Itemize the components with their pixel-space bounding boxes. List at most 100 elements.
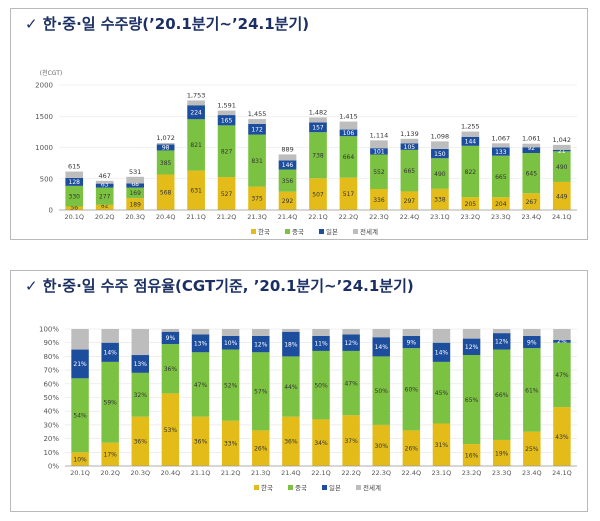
x-tick-label: 24.1Q [552, 213, 572, 221]
total-label: 1,455 [248, 110, 267, 118]
legend-label: 중국 [292, 228, 304, 236]
bar-segment-전세계 [339, 121, 358, 130]
data-label: 16% [465, 452, 479, 459]
data-label: 338 [434, 197, 446, 204]
bar-segment-전세계 [492, 329, 511, 334]
bar-segment-일본 [65, 177, 84, 186]
bar-segment-일본 [278, 160, 297, 170]
data-label: 336 [373, 197, 385, 204]
bar-segment-일본 [492, 333, 511, 350]
bar-segment-전세계 [71, 329, 89, 350]
bar-segment-일본 [553, 339, 571, 343]
data-label: 12% [344, 340, 358, 347]
bar-segment-중국 [553, 342, 571, 408]
bar-segment-전세계 [491, 143, 510, 148]
bar-segment-한국 [95, 204, 114, 210]
x-tick-label: 22.4Q [402, 469, 422, 477]
x-tick-label: 22.1Q [308, 213, 328, 221]
data-label: 50% [375, 388, 389, 395]
bar-segment-한국 [492, 439, 511, 466]
data-label: 267 [526, 199, 538, 206]
bar-segment-한국 [248, 186, 266, 210]
bar-segment-일본 [71, 349, 89, 379]
data-label: 36% [194, 439, 208, 446]
bar-segment-전세계 [431, 141, 449, 149]
y-tick-label: 0% [48, 463, 59, 471]
data-label: 385 [160, 160, 172, 167]
bar-segment-일본 [491, 147, 510, 156]
data-label: 2% [557, 338, 567, 345]
bar-segment-전세계 [191, 329, 210, 335]
data-label: 47% [555, 372, 569, 379]
x-tick-label: 21.3Q [251, 469, 271, 477]
legend-swatch [288, 485, 293, 490]
legend-label: 전세계 [360, 227, 378, 236]
data-label: 827 [221, 149, 233, 156]
total-label: 1,139 [400, 130, 419, 138]
y-tick-label: 50% [43, 394, 59, 402]
data-label: 665 [404, 168, 416, 175]
y-tick-label: 500 [40, 175, 53, 183]
x-tick-label: 23.4Q [521, 213, 541, 221]
data-label: 44% [284, 384, 298, 391]
bar-segment-중국 [221, 349, 240, 421]
bar-segment-전세계 [161, 329, 180, 332]
data-label: 12% [465, 344, 479, 351]
legend-swatch [254, 485, 259, 490]
bar-segment-중국 [191, 352, 210, 417]
bar-segment-중국 [71, 378, 89, 453]
bar-segment-중국 [400, 149, 419, 192]
x-tick-label: 23.3Q [492, 469, 512, 477]
bar-segment-한국 [491, 197, 510, 210]
y-tick-label: 30% [43, 421, 59, 429]
bar-segment-한국 [252, 430, 270, 466]
data-label: 32% [134, 392, 148, 399]
x-tick-label: 21.1Q [191, 469, 211, 477]
x-tick-label: 20.2Q [100, 469, 120, 477]
data-label: 12% [495, 339, 509, 346]
bar-segment-일본 [339, 129, 358, 137]
bar-segment-전세계 [278, 154, 297, 161]
bar-segment-전세계 [309, 117, 327, 123]
data-label: 14% [375, 344, 389, 351]
data-label: 490 [556, 164, 568, 171]
x-tick-label: 21.3Q [247, 213, 267, 221]
bar-segment-한국 [131, 416, 150, 466]
bar-segment-전세계 [402, 329, 421, 336]
total-label: 1,482 [309, 108, 328, 116]
bar-segment-한국 [187, 170, 205, 210]
data-label: 449 [556, 193, 568, 200]
data-label: 157 [312, 125, 324, 132]
bar-segment-중국 [252, 352, 270, 431]
data-label: 205 [465, 201, 477, 208]
x-tick-label: 22.2Q [341, 469, 361, 477]
data-label: 61% [525, 387, 539, 394]
data-label: 330 [69, 193, 81, 200]
data-label: 490 [434, 171, 446, 178]
bar-segment-한국 [402, 430, 421, 466]
bar-segment-중국 [372, 356, 390, 425]
data-label: 10% [73, 456, 87, 463]
total-label: 615 [68, 163, 80, 171]
bar-segment-한국 [71, 452, 89, 466]
data-label: 150 [434, 151, 446, 158]
data-label: 33% [224, 441, 238, 448]
data-label: 664 [343, 154, 355, 161]
bar-segment-전세계 [462, 329, 481, 339]
data-label: 169 [129, 190, 141, 197]
data-label: 527 [221, 191, 233, 198]
data-label: 14% [104, 350, 118, 357]
bar-segment-전세계 [522, 143, 541, 148]
data-label: 98 [162, 145, 170, 152]
bar-segment-전세계 [432, 329, 451, 343]
data-label: 12% [254, 341, 268, 348]
bar-segment-한국 [400, 191, 419, 210]
bar-segment-전세계 [552, 144, 571, 150]
bar-segment-중국 [552, 151, 571, 182]
y-tick-label: 70% [43, 367, 59, 375]
x-tick-label: 20.4Q [156, 213, 176, 221]
data-label: 738 [312, 153, 324, 160]
data-label: 26% [405, 445, 419, 452]
legend-swatch [322, 485, 327, 490]
legend-swatch [285, 229, 290, 234]
